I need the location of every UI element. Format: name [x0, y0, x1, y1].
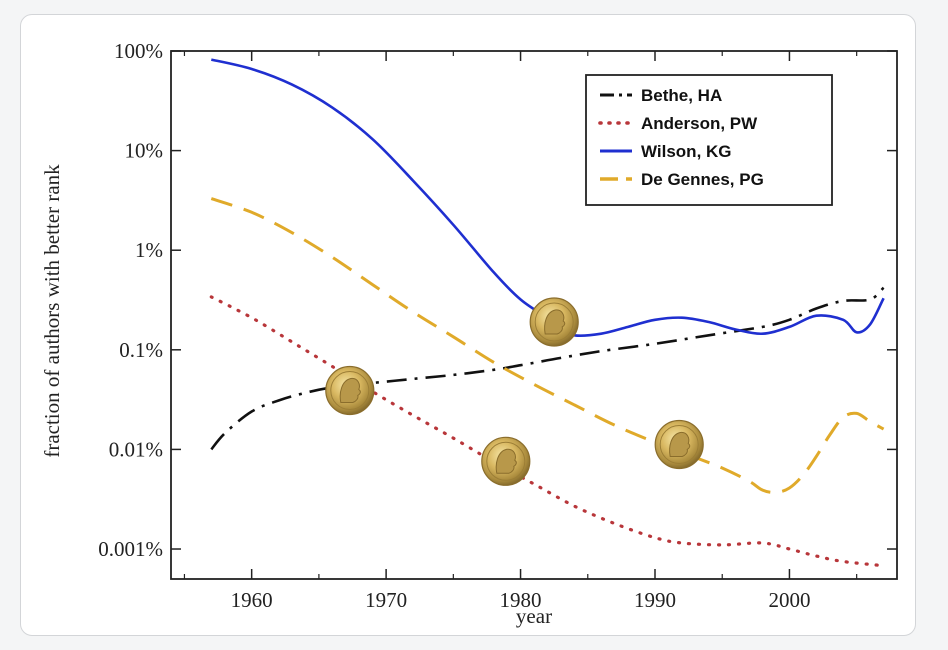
- y-tick-label: 0.1%: [119, 338, 163, 362]
- series-line-bethe-ha: [210, 286, 885, 451]
- y-tick-label: 0.001%: [98, 537, 163, 561]
- medal-rim: [659, 425, 699, 464]
- x-tick-label: 2000: [768, 588, 810, 612]
- series-line-wilson-kg: [211, 58, 885, 338]
- x-tick-label: 1960: [231, 588, 273, 612]
- x-tick-label: 1980: [500, 588, 542, 612]
- nobel-medal-icon: [325, 365, 375, 416]
- nobel-medal-icon: [529, 297, 579, 347]
- series-line-anderson-pw: [209, 295, 886, 568]
- medal-portrait: [544, 309, 566, 335]
- medal-portrait: [669, 431, 691, 457]
- plot-area: [170, 50, 898, 580]
- x-axis-title: year: [516, 604, 552, 628]
- y-tick-label: 100%: [114, 39, 163, 63]
- legend-label-wilson-kg: Wilson, KG: [641, 142, 732, 161]
- x-tick-label: 1970: [365, 588, 407, 612]
- medal-portrait: [495, 448, 517, 474]
- y-axis-title: fraction of authors with better rank: [40, 164, 64, 458]
- x-tick-label: 1990: [634, 588, 676, 612]
- medal-portrait: [339, 377, 361, 403]
- y-tick-label: 1%: [135, 238, 163, 262]
- medal-rim: [486, 441, 526, 481]
- line-chart: 1960 1970 1980 1990 2000 0.001% 0.01% 0.1% 1% 10%…: [40, 39, 898, 628]
- legend: Bethe, HA Anderson, PW Wilson, KG De Gennes…: [585, 74, 833, 206]
- nobel-medal-icon: [481, 436, 531, 486]
- chart-card: 1960 1970 1980 1990 2000 0.001% 0.01% 0.1% 1% 10%…: [20, 14, 916, 636]
- legend-label-de-gennes-pg: De Gennes, PG: [641, 170, 764, 189]
- legend-label-anderson-pw: Anderson, PW: [641, 114, 758, 133]
- y-tick-label: 0.01%: [109, 437, 163, 461]
- nobel-medal-icon: [654, 419, 704, 470]
- legend-box: [585, 74, 833, 206]
- legend-label-bethe-ha: Bethe, HA: [641, 86, 722, 105]
- medal-rim: [534, 302, 574, 342]
- medal-rim: [330, 371, 370, 410]
- y-tick-label: 10%: [125, 139, 164, 163]
